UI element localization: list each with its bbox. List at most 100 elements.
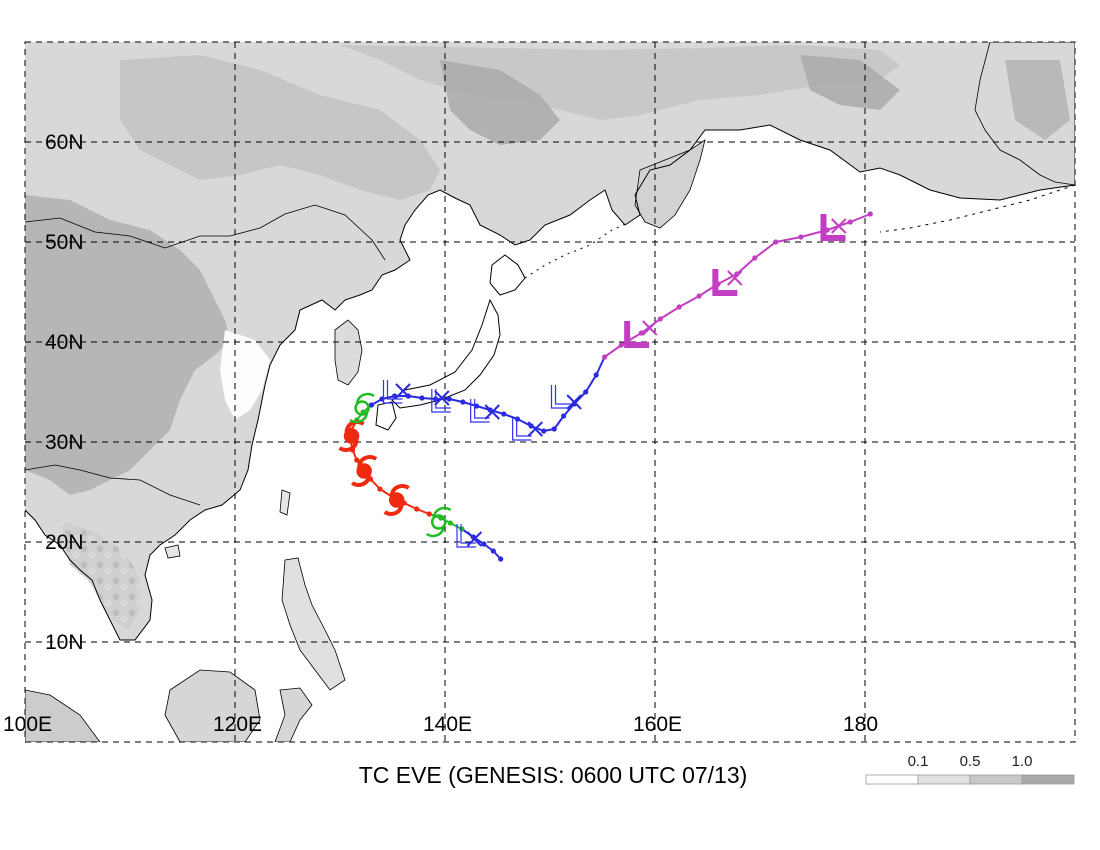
- track-point: [551, 426, 557, 432]
- track-point: [847, 219, 853, 225]
- x-stroke: [484, 404, 500, 420]
- track-point: [657, 316, 663, 322]
- relief-high-interior: [25, 195, 230, 495]
- track-segment: [553, 415, 565, 430]
- track-segment: [595, 356, 606, 376]
- track-segment: [659, 306, 680, 320]
- legend-swatch: [917, 774, 971, 785]
- track-point: [561, 413, 567, 419]
- track-point: [460, 399, 466, 405]
- low-marker-outline: [456, 524, 476, 548]
- lon-label: 140E: [423, 713, 472, 736]
- low-marker-outline: [470, 399, 490, 423]
- legend-swatch: [1021, 774, 1075, 785]
- lat-label: 10N: [45, 631, 84, 654]
- low-marker-outline: [386, 380, 403, 400]
- low-pressure-marker: [431, 389, 451, 413]
- map-title: TC EVE (GENESIS: 0600 UTC 07/13): [359, 762, 748, 788]
- low-pressure-marker: [712, 269, 738, 296]
- x-marker: [434, 390, 450, 406]
- x-stroke: [727, 270, 743, 286]
- storm-core: [354, 400, 370, 416]
- track-point: [481, 541, 487, 547]
- x-stroke: [527, 421, 544, 437]
- border-line-2: [25, 464, 201, 506]
- relief-dark-chukotka: [800, 55, 900, 110]
- land-taiwan: [279, 489, 291, 516]
- track-point: [490, 548, 496, 554]
- x-marker: [527, 421, 544, 437]
- lat-label: 50N: [45, 231, 84, 254]
- track-segment: [754, 241, 777, 259]
- track-point: [696, 293, 702, 299]
- x-stroke: [466, 531, 483, 547]
- land-sumatra: [25, 689, 101, 742]
- storm-core: [343, 428, 360, 444]
- track-point: [419, 395, 425, 401]
- low-marker-outline: [474, 399, 490, 419]
- track-point: [447, 520, 453, 526]
- legend-tick-label: 1.0: [1012, 753, 1033, 770]
- relief-alaska: [1005, 60, 1070, 140]
- storm-arm: [351, 474, 372, 487]
- low-pressure-marker: [382, 380, 403, 404]
- map-frame: [24, 41, 1076, 743]
- x-stroke: [434, 390, 450, 406]
- relief-mid-interior: [120, 55, 440, 200]
- tropical-storm-symbol: [349, 392, 375, 424]
- track-point: [676, 304, 682, 310]
- typhoon-symbol: [383, 484, 410, 516]
- map-area: [25, 42, 1075, 742]
- low-marker-outline: [550, 385, 571, 409]
- land-korea: [334, 319, 363, 386]
- track-point: [501, 411, 507, 417]
- low-pressure-marker: [820, 214, 846, 241]
- track-point: [593, 372, 599, 378]
- low-pressure-marker: [512, 417, 532, 441]
- storm-arm: [355, 392, 375, 405]
- track-point: [446, 396, 452, 402]
- latitude-labels: 60N 50N 40N 30N 20N 10N: [45, 131, 84, 654]
- land-asia: [25, 42, 1075, 640]
- track-point: [354, 457, 360, 463]
- low-marker-outline: [512, 417, 532, 441]
- relief-mid-ne: [340, 45, 900, 120]
- low-marker-outline: [382, 380, 403, 404]
- storm-arm: [357, 455, 378, 468]
- x-stroke: [395, 383, 411, 399]
- x-marker: [831, 218, 847, 234]
- storm-core: [356, 463, 372, 479]
- storm-arm: [349, 411, 369, 424]
- low-marker-outline: [516, 417, 532, 437]
- lon-label: 180: [843, 713, 878, 736]
- track-point: [602, 354, 608, 360]
- land-philippines: [281, 557, 346, 691]
- low-pressure-marker: [470, 399, 490, 423]
- low-marker-outline: [435, 389, 451, 409]
- coastline-asia: [25, 124, 1075, 641]
- low-pressure-marker: [624, 321, 650, 348]
- lon-label: 100E: [3, 713, 52, 736]
- land-sulawesi: [274, 687, 313, 742]
- lat-label: 30N: [45, 431, 84, 454]
- track-point: [368, 402, 375, 408]
- legend-tick-label: 0.5: [960, 753, 981, 770]
- land-hainan: [164, 544, 181, 559]
- storm-arm: [383, 503, 404, 516]
- track-point: [583, 389, 589, 395]
- track-segment: [775, 236, 802, 243]
- lat-label: 40N: [45, 331, 84, 354]
- storm-track: [338, 211, 873, 562]
- track-point: [426, 511, 432, 517]
- track-point: [752, 255, 758, 261]
- lon-label: 160E: [633, 713, 682, 736]
- longitude-labels: 100E 120E 140E 160E 180: [3, 713, 878, 736]
- track-segment: [584, 374, 598, 393]
- lon-label: 120E: [213, 713, 262, 736]
- legend-swatch: [969, 774, 1023, 785]
- x-marker: [466, 531, 483, 547]
- land-borneo: [164, 669, 261, 742]
- color-legend: 0.1 0.5 1.0: [865, 753, 1075, 785]
- track-point: [773, 239, 779, 245]
- lat-label: 60N: [45, 131, 84, 154]
